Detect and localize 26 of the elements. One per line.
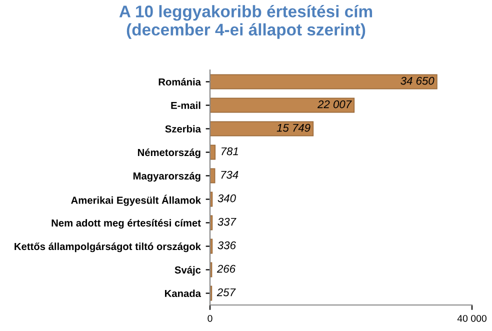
y-tick-label: Szerbia [165,125,202,133]
data-label: 734 [221,170,238,179]
data-label: 337 [218,218,236,226]
data-label: 22 007 [317,100,352,108]
data-label: 336 [218,241,236,250]
y-tick-label: E-mail [171,102,200,110]
data-label: 340 [218,194,236,202]
bar [210,98,355,113]
data-label: 266 [216,264,236,273]
x-tick-label: 40 000 [457,314,486,322]
data-label: 15 749 [276,124,310,132]
y-tick-label: Nem adott meg értesítési címet [52,219,201,229]
y-tick-label: Kettős állampolgárságot tiltó országok [14,242,201,252]
data-label: 781 [222,147,238,156]
bar [210,74,438,90]
y-tick-label: Svájc [174,266,201,276]
y-tick-label: Németország [138,148,200,158]
bar [210,121,314,136]
data-label: 257 [216,288,236,296]
chart-title: A 10 leggyakoribb értesítési cím (december 4-ei állapot szerint) [119,4,372,39]
y-tick-label: Amerikai Egyesült Államok [71,194,201,206]
y-tick-label: Magyarország [133,172,200,182]
y-tick-label: Románia [158,78,202,86]
data-label: 34 650 [400,76,434,85]
y-tick-label: Kanada [165,290,202,298]
x-tick-label: 0 [208,314,212,322]
